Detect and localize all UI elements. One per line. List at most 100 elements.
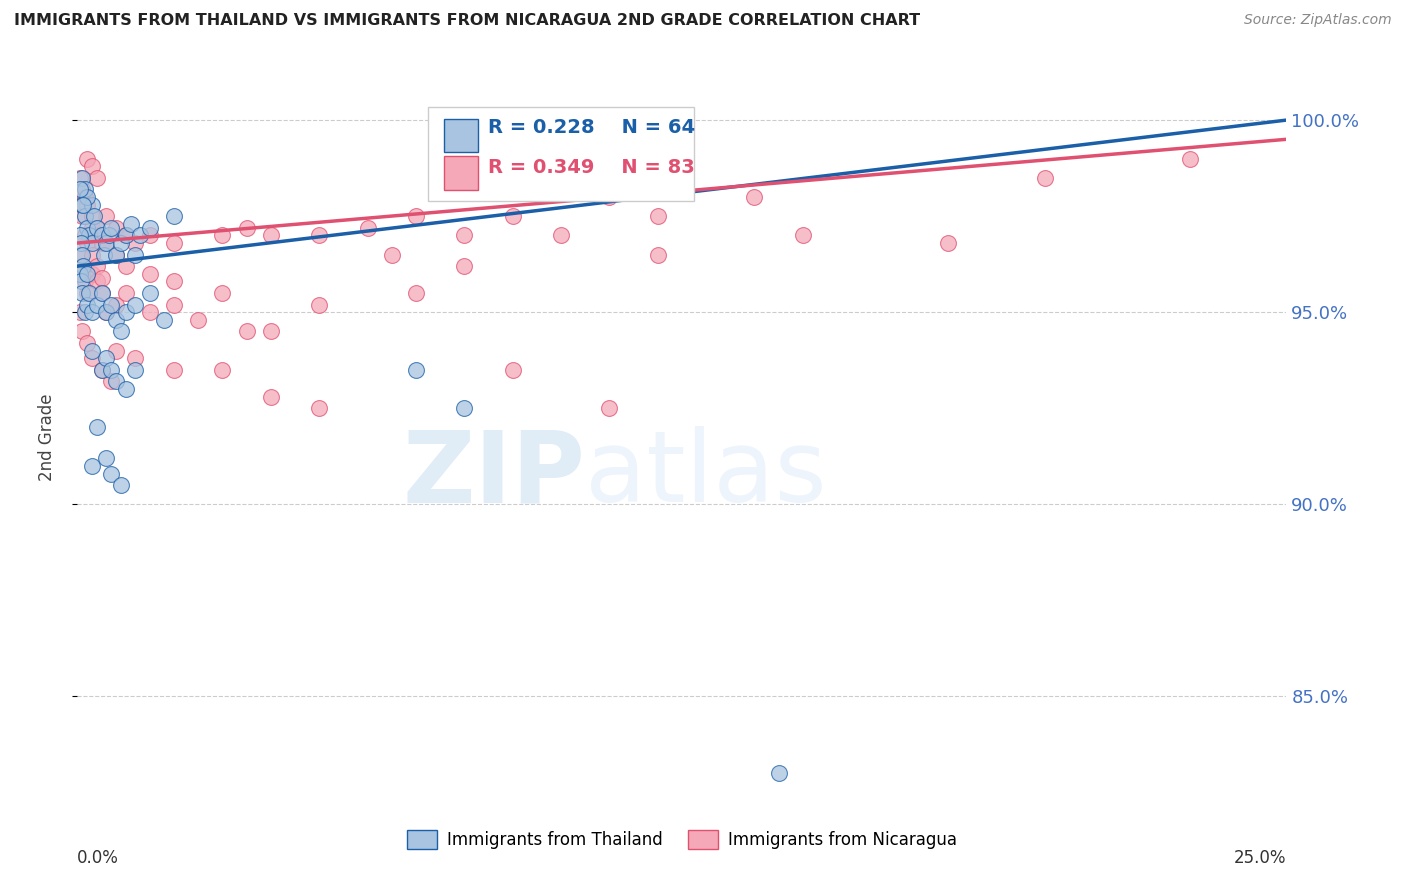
- Point: [124, 297, 146, 311]
- Text: Source: ZipAtlas.com: Source: ZipAtlas.com: [1244, 13, 1392, 28]
- Point: [73, 228, 96, 243]
- Legend: Immigrants from Thailand, Immigrants from Nicaragua: Immigrants from Thailand, Immigrants fro…: [401, 823, 963, 855]
- Text: 0.0%: 0.0%: [77, 849, 120, 867]
- Point: [80, 267, 103, 281]
- Point: [124, 235, 146, 250]
- Point: [76, 297, 98, 311]
- Point: [163, 297, 186, 311]
- Point: [86, 220, 108, 235]
- Point: [69, 197, 91, 211]
- Point: [70, 285, 93, 300]
- Point: [405, 209, 427, 223]
- Point: [69, 170, 91, 185]
- Bar: [444, 156, 478, 190]
- Point: [187, 313, 209, 327]
- Point: [308, 401, 330, 416]
- Y-axis label: 2nd Grade: 2nd Grade: [38, 393, 56, 481]
- Point: [70, 182, 93, 196]
- Text: 25.0%: 25.0%: [1234, 849, 1286, 867]
- Point: [96, 235, 118, 250]
- Text: R = 0.349    N = 83: R = 0.349 N = 83: [488, 158, 695, 177]
- Point: [163, 209, 186, 223]
- Point: [308, 297, 330, 311]
- Point: [598, 401, 620, 416]
- Point: [96, 305, 118, 319]
- Point: [105, 375, 128, 389]
- Point: [70, 267, 93, 281]
- Point: [72, 197, 94, 211]
- Point: [105, 247, 128, 261]
- Point: [381, 247, 404, 261]
- Point: [110, 478, 132, 492]
- Point: [96, 235, 118, 250]
- Point: [73, 182, 96, 196]
- Point: [308, 228, 330, 243]
- Point: [80, 305, 103, 319]
- Point: [235, 220, 257, 235]
- Point: [100, 467, 122, 481]
- Point: [647, 209, 669, 223]
- Point: [72, 259, 94, 273]
- Point: [211, 363, 233, 377]
- Point: [211, 285, 233, 300]
- Point: [70, 170, 93, 185]
- Point: [405, 285, 427, 300]
- Point: [153, 313, 176, 327]
- Point: [93, 247, 115, 261]
- Point: [70, 235, 93, 250]
- Point: [79, 285, 101, 300]
- Point: [73, 209, 96, 223]
- Point: [76, 152, 98, 166]
- Point: [80, 343, 103, 358]
- Point: [105, 220, 128, 235]
- Point: [550, 228, 572, 243]
- Point: [86, 259, 108, 273]
- Point: [96, 451, 118, 466]
- Point: [80, 220, 103, 235]
- Point: [744, 190, 766, 204]
- Point: [647, 247, 669, 261]
- Point: [69, 247, 91, 261]
- Point: [105, 247, 128, 261]
- Text: IMMIGRANTS FROM THAILAND VS IMMIGRANTS FROM NICARAGUA 2ND GRADE CORRELATION CHAR: IMMIGRANTS FROM THAILAND VS IMMIGRANTS F…: [14, 13, 920, 29]
- Point: [70, 247, 93, 261]
- Point: [114, 305, 136, 319]
- Point: [260, 390, 283, 404]
- Point: [76, 285, 98, 300]
- Point: [73, 275, 96, 289]
- Point: [76, 335, 98, 350]
- Point: [260, 228, 283, 243]
- Point: [86, 275, 108, 289]
- Point: [598, 190, 620, 204]
- Point: [792, 228, 814, 243]
- Point: [1178, 152, 1201, 166]
- Point: [73, 305, 96, 319]
- Point: [76, 267, 98, 281]
- Point: [80, 159, 103, 173]
- Point: [105, 313, 128, 327]
- Point: [80, 351, 103, 366]
- Point: [114, 285, 136, 300]
- Text: ZIP: ZIP: [402, 426, 585, 523]
- Point: [124, 247, 146, 261]
- Point: [120, 217, 142, 231]
- Point: [70, 325, 93, 339]
- Point: [79, 228, 101, 243]
- Point: [124, 351, 146, 366]
- Point: [114, 228, 136, 243]
- Point: [453, 228, 475, 243]
- Point: [80, 458, 103, 473]
- Point: [163, 235, 186, 250]
- Point: [139, 305, 162, 319]
- Point: [80, 209, 103, 223]
- Point: [69, 267, 91, 281]
- Point: [80, 235, 103, 250]
- Point: [235, 325, 257, 339]
- Point: [211, 228, 233, 243]
- Point: [76, 220, 98, 235]
- Point: [105, 297, 128, 311]
- Point: [76, 190, 98, 204]
- Point: [76, 197, 98, 211]
- Point: [70, 275, 93, 289]
- Text: atlas: atlas: [585, 426, 827, 523]
